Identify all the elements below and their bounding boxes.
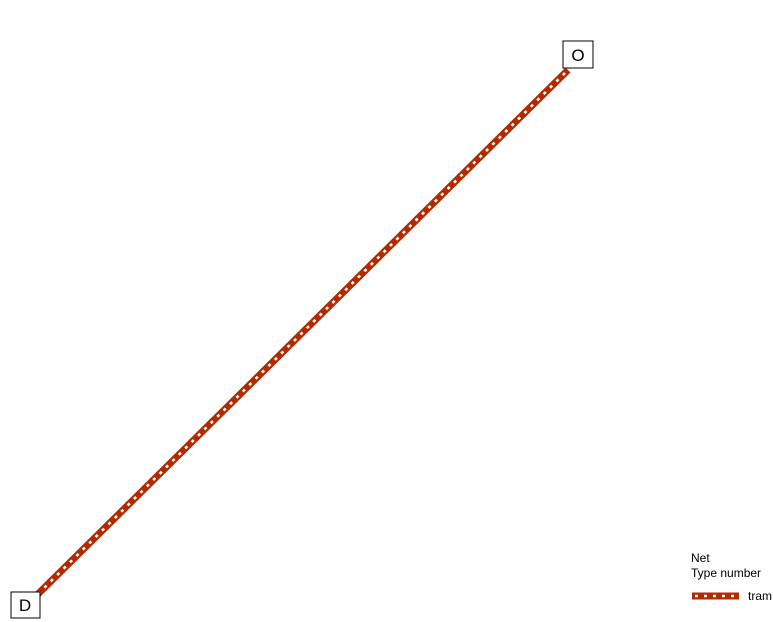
map-legend: Net Type number tram (691, 551, 772, 603)
origin-node-box (562, 40, 594, 69)
tram-route (35, 67, 571, 597)
destination-node-label: D (19, 596, 31, 615)
legend-label-tram: tram (748, 589, 772, 603)
legend-title: Net (691, 551, 710, 565)
tram-route-dashes (37, 69, 569, 595)
origin-node-label: O (571, 46, 584, 65)
legend-item-tram: tram (692, 589, 772, 603)
origin-node: O (562, 40, 594, 69)
destination-node: D (10, 591, 41, 619)
destination-node-box (10, 591, 41, 619)
legend-subtitle: Type number (691, 566, 761, 580)
